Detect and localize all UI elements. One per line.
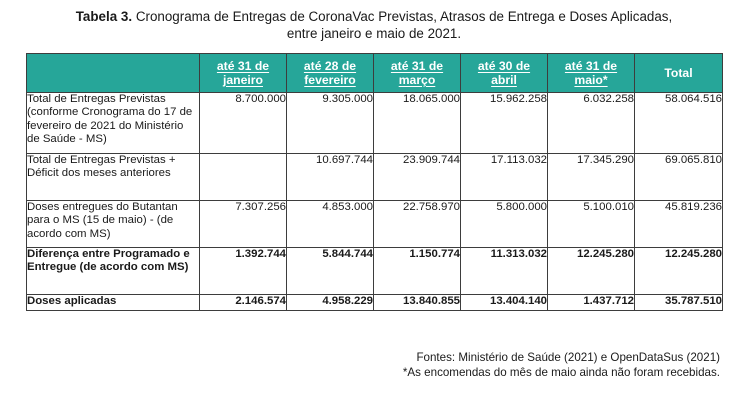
- row-label: Diferença entre Programado e Entregue (d…: [26, 247, 200, 295]
- table-row: Total de Entregas Previstas + Déficit do…: [26, 153, 723, 201]
- cell-total: 35.787.510: [634, 294, 723, 311]
- table-row: Total de Entregas Previstas (conforme Cr…: [26, 92, 723, 154]
- cell-value: 1.150.774: [373, 247, 461, 295]
- cell-value: 6.032.258: [547, 92, 635, 154]
- cell-value: 10.697.744: [286, 153, 374, 201]
- header-abril: até 30 de abril: [460, 53, 548, 93]
- cell-total: 12.245.280: [634, 247, 723, 295]
- header-marco: até 31 de março: [373, 53, 461, 93]
- caption-label: Tabela 3.: [75, 9, 133, 24]
- cell-value: 22.758.970: [373, 200, 461, 248]
- header-maio: até 31 de maio*: [547, 53, 635, 93]
- cell-value: 1.392.744: [199, 247, 287, 295]
- cell-total: 69.065.810: [634, 153, 723, 201]
- cell-value: 5.844.744: [286, 247, 374, 295]
- cell-value: [199, 153, 287, 201]
- cell-value: 9.305.000: [286, 92, 374, 154]
- cell-value: 17.113.032: [460, 153, 548, 201]
- footnote: *As encomendas do mês de maio ainda não …: [402, 366, 720, 379]
- table-header-row: até 31 de janeiro até 28 de fevereiro até …: [26, 53, 723, 93]
- cell-value: 11.313.032: [460, 247, 548, 295]
- cell-value: 4.853.000: [286, 200, 374, 248]
- row-label: Total de Entregas Previstas (conforme Cr…: [26, 92, 200, 154]
- row-label: Total de Entregas Previstas + Déficit do…: [26, 153, 200, 201]
- row-label: Doses aplicadas: [26, 294, 200, 311]
- sources-note: Fontes: Ministério de Saúde (2021) e Ope…: [416, 351, 720, 364]
- table-row: Diferença entre Programado e Entregue (d…: [26, 247, 723, 295]
- cell-value: 5.800.000: [460, 200, 548, 248]
- table-row: Doses aplicadas 2.146.574 4.958.229 13.8…: [26, 294, 723, 311]
- cell-value: 17.345.290: [547, 153, 635, 201]
- cell-value: 23.909.744: [373, 153, 461, 201]
- table-row: Doses entregues do Butantan para o MS (1…: [26, 200, 723, 248]
- cell-value: 2.146.574: [199, 294, 287, 311]
- caption-title-line2: entre janeiro e maio de 2021.: [286, 26, 462, 41]
- header-fevereiro: até 28 de fevereiro: [286, 53, 374, 93]
- table-caption: Tabela 3. Cronograma de Entregas de Coro…: [0, 8, 748, 42]
- header-empty: [26, 53, 200, 93]
- cell-total: 45.819.236: [634, 200, 723, 248]
- delivery-schedule-table: até 31 de janeiro até 28 de fevereiro até …: [26, 53, 723, 311]
- cell-value: 8.700.000: [199, 92, 287, 154]
- caption-title-line1: Cronograma de Entregas de CoronaVac Prev…: [135, 9, 673, 24]
- cell-total: 58.064.516: [634, 92, 723, 154]
- header-total: Total: [634, 53, 723, 93]
- header-janeiro: até 31 de janeiro: [199, 53, 287, 93]
- cell-value: 12.245.280: [547, 247, 635, 295]
- cell-value: 13.840.855: [373, 294, 461, 311]
- cell-value: 13.404.140: [460, 294, 548, 311]
- cell-value: 18.065.000: [373, 92, 461, 154]
- cell-value: 4.958.229: [286, 294, 374, 311]
- cell-value: 1.437.712: [547, 294, 635, 311]
- cell-value: 5.100.010: [547, 200, 635, 248]
- cell-value: 15.962.258: [460, 92, 548, 154]
- cell-value: 7.307.256: [199, 200, 287, 248]
- row-label: Doses entregues do Butantan para o MS (1…: [26, 200, 200, 248]
- table-footer: Fontes: Ministério de Saúde (2021) e Ope…: [403, 350, 720, 380]
